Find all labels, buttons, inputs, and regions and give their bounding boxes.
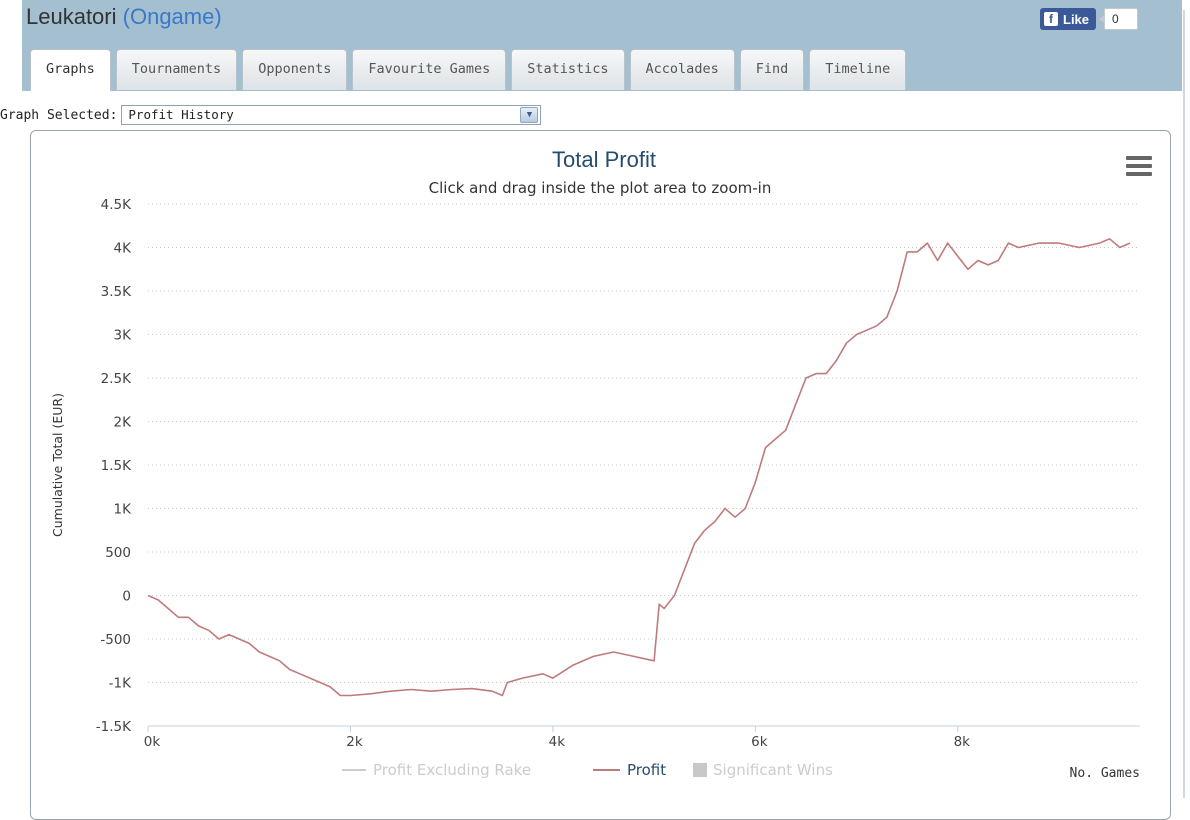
x-tick-label: 0k (144, 734, 161, 750)
y-tick-label: 2.5K (101, 371, 132, 387)
right-scroll-edge (1183, 10, 1185, 798)
hamburger-menu-icon[interactable] (1126, 156, 1152, 176)
y-tick-labels: 4.5K 4K 3.5K 3K 2.5K 2K 1.5K 1K 500 0 -500 -1K -1.5K (96, 197, 132, 735)
y-tick-label: 0 (122, 589, 131, 605)
x-axis-title: No. Games (1070, 766, 1140, 781)
tab-accolades[interactable]: Accolades (629, 49, 735, 90)
legend: Profit Excluding Rake Profit Significant W… (342, 761, 833, 779)
graph-select[interactable]: Profit History ▼ (121, 105, 542, 125)
y-tick-label: -1K (109, 676, 132, 692)
player-name: Leukatori (26, 4, 117, 29)
legend-profit-excl-rake-label[interactable]: Profit Excluding Rake (373, 761, 531, 779)
legend-profit-label[interactable]: Profit (627, 761, 666, 779)
tab-timeline[interactable]: Timeline (809, 49, 907, 90)
x-tick-label: 2k (346, 734, 363, 750)
page-title: Leukatori (Ongame) (26, 2, 222, 32)
y-tick-label: 2K (114, 415, 133, 431)
tab-find[interactable]: Find (739, 49, 805, 90)
profit-series-line (147, 238, 1131, 697)
x-tick-label: 4k (549, 734, 566, 750)
y-axis-title: Cumulative Total (EUR) (50, 393, 65, 537)
graph-selector-row: Graph Selected: Profit History ▼ (0, 104, 542, 126)
facebook-f-icon: f (1044, 12, 1058, 26)
chart-panel (30, 130, 1171, 820)
grid-lines (148, 203, 1140, 683)
y-tick-label: 1K (114, 502, 133, 518)
chart-subtitle: Click and drag inside the plot area to z… (429, 179, 772, 197)
facebook-like-label: Like (1063, 11, 1090, 27)
tab-bar: Graphs Tournaments Opponents Favourite G… (30, 49, 907, 91)
chart-title: Total Profit (552, 147, 656, 172)
facebook-like-button[interactable]: f Like (1040, 8, 1097, 30)
y-tick-label: -500 (100, 632, 131, 648)
y-tick-label: 1.5K (101, 458, 132, 474)
x-tick-label: 8k (954, 734, 971, 750)
facebook-like-widget: f Like 0 (1040, 8, 1139, 30)
y-tick-label: 3.5K (101, 284, 132, 300)
tab-opponents[interactable]: Opponents (242, 49, 348, 90)
y-tick-label: 4.5K (101, 197, 132, 213)
y-tick-label: -1.5K (96, 719, 132, 735)
series-group (147, 238, 1131, 697)
y-tick-label: 3K (114, 328, 133, 344)
x-tick-label: 6k (751, 734, 768, 750)
x-tick-labels: 0k 2k 4k 6k 8k (144, 734, 970, 750)
facebook-like-count: 0 (1099, 8, 1139, 30)
graph-selector-label: Graph Selected: (0, 107, 118, 123)
axes (147, 725, 1140, 732)
tab-graphs[interactable]: Graphs (30, 49, 111, 91)
graph-select-value: Profit History (128, 107, 234, 122)
tab-favourite-games[interactable]: Favourite Games (352, 49, 507, 90)
y-tick-label: 4K (114, 241, 133, 257)
right-margin (1182, 0, 1190, 798)
legend-significant-wins-label[interactable]: Significant Wins (713, 761, 833, 779)
legend-significant-wins-swatch (693, 763, 707, 777)
network-link[interactable]: (Ongame) (122, 4, 222, 29)
tab-statistics[interactable]: Statistics (511, 49, 625, 90)
tab-tournaments[interactable]: Tournaments (115, 49, 238, 90)
y-tick-label: 500 (105, 545, 131, 561)
profit-chart[interactable]: Total Profit Click and drag inside the p… (0, 0, 1190, 798)
left-margin (0, 0, 22, 798)
chevron-down-icon[interactable]: ▼ (520, 107, 539, 123)
